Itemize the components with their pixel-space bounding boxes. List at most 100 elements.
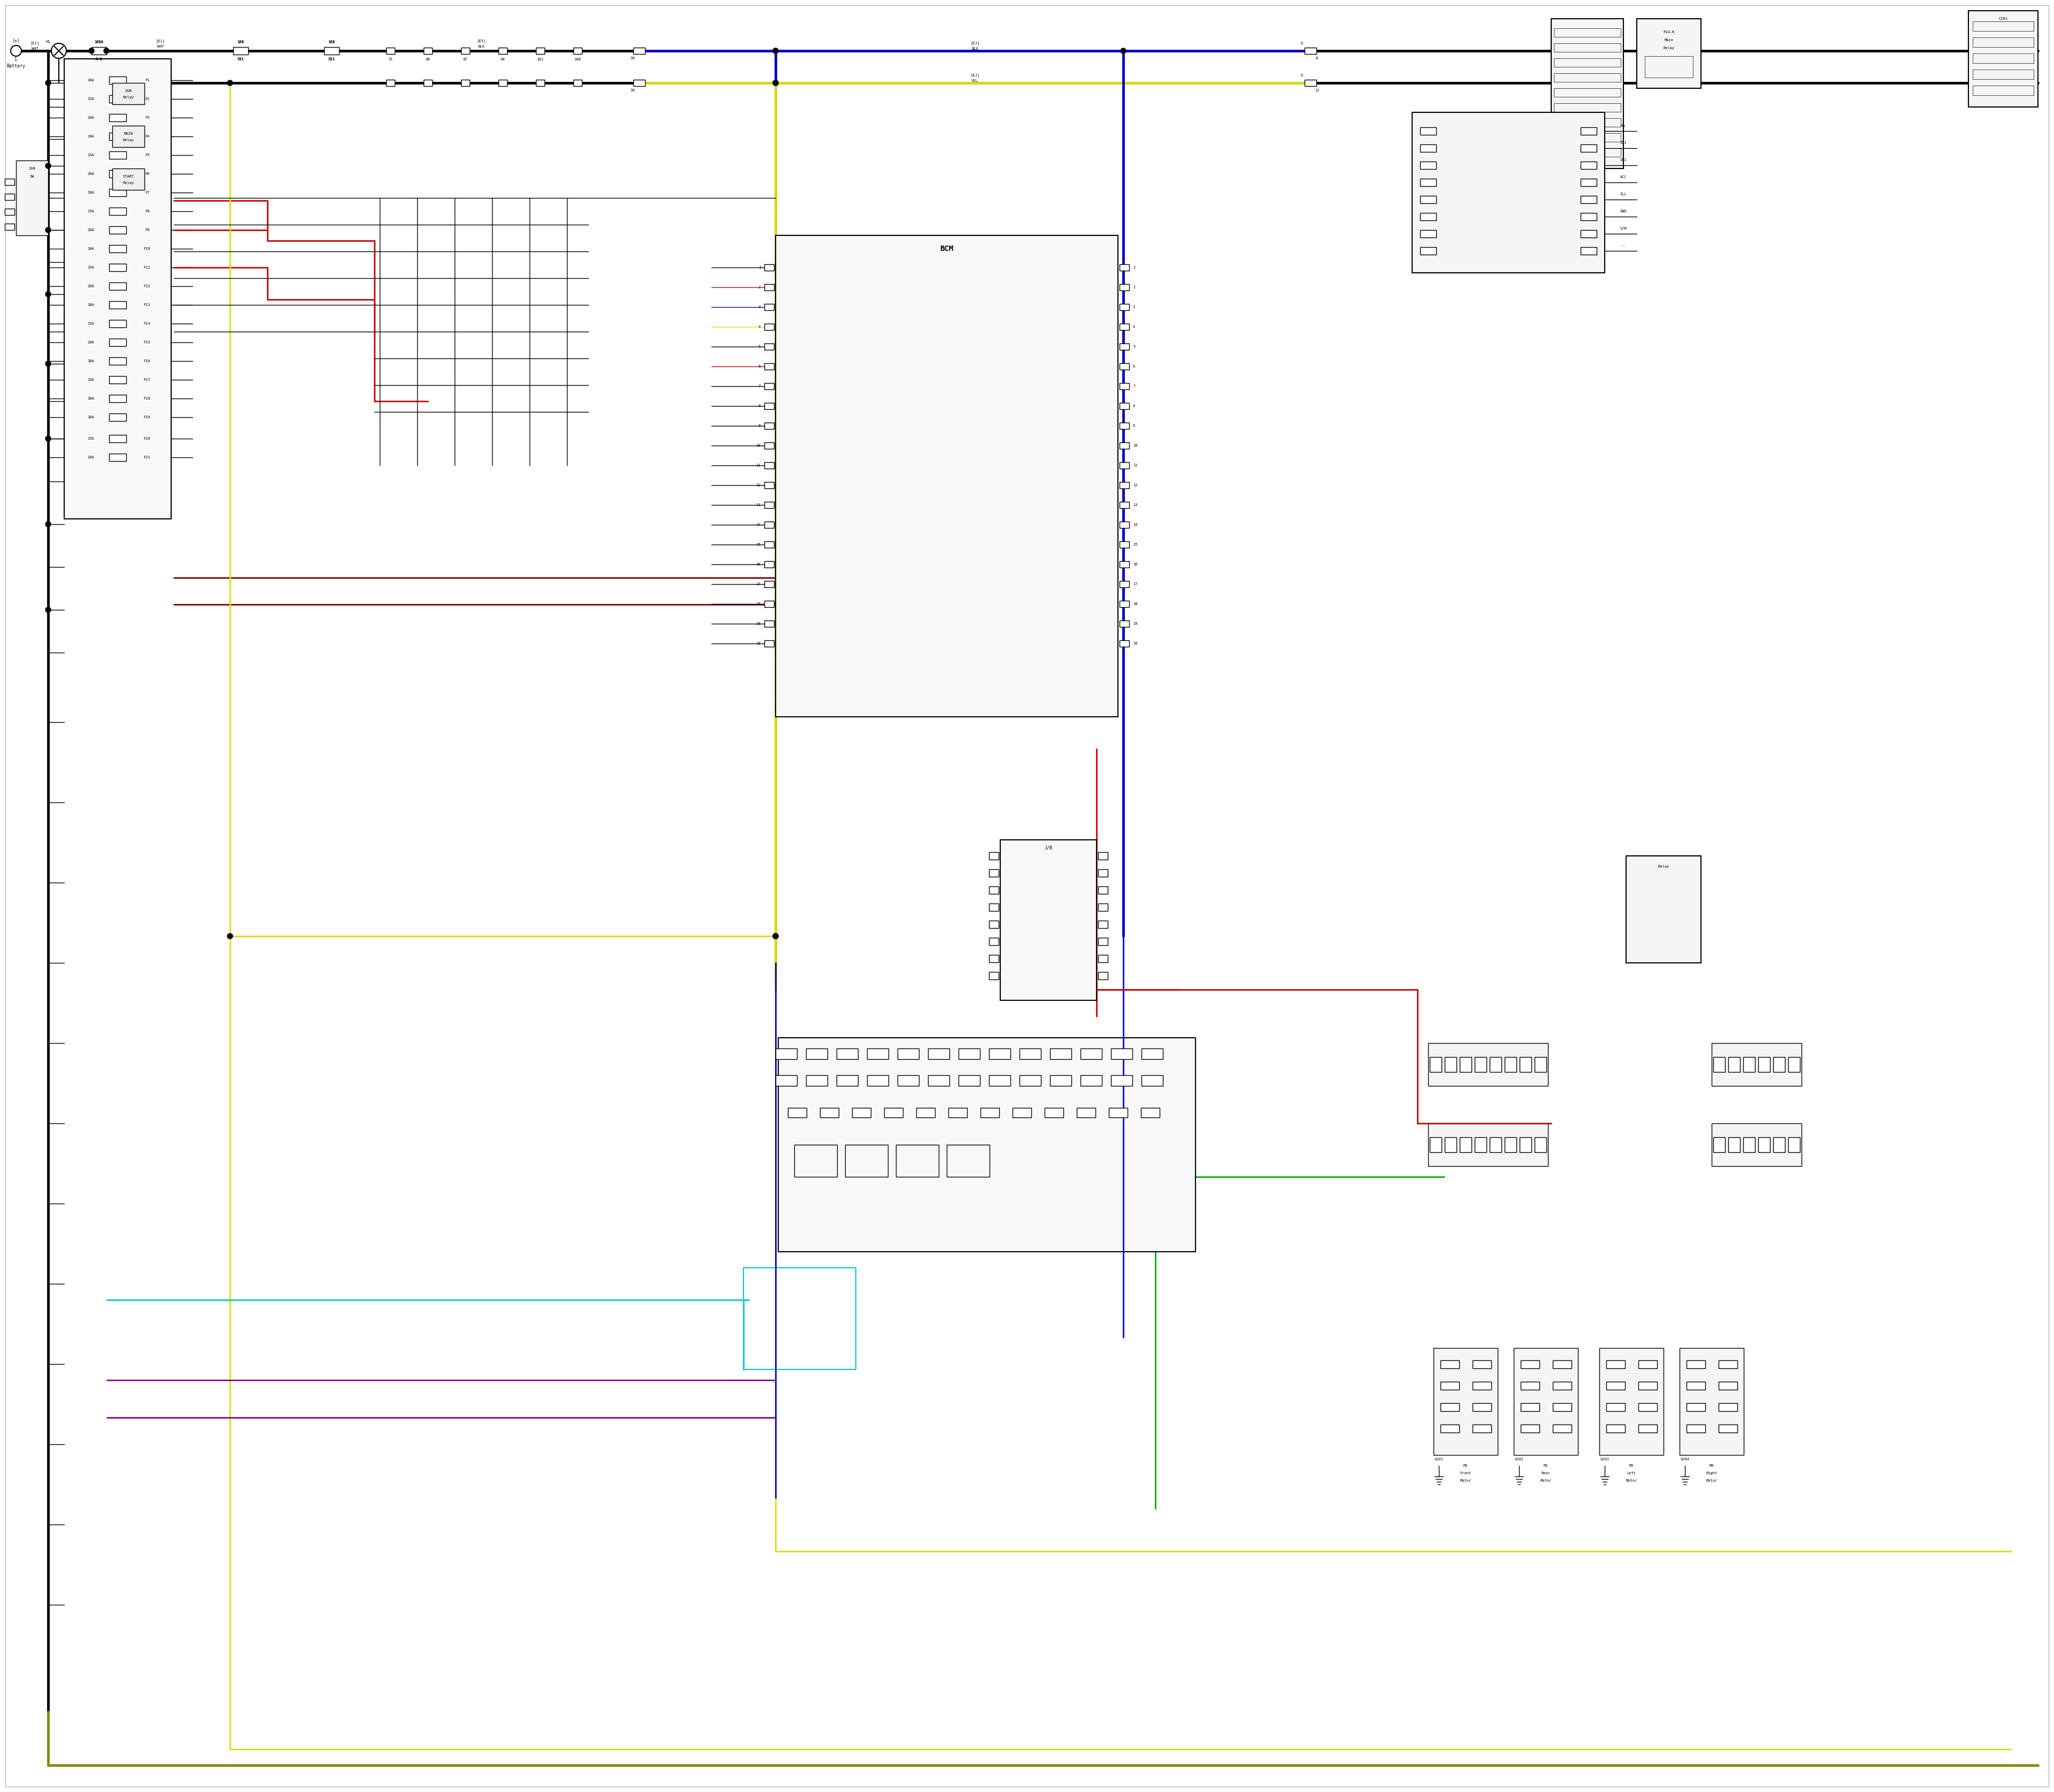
Text: [EJ]: [EJ]	[969, 41, 980, 45]
Bar	[109, 95, 125, 102]
Bar	[1686, 1425, 1705, 1432]
Circle shape	[45, 228, 51, 233]
Bar	[1099, 887, 1107, 894]
Circle shape	[772, 81, 778, 86]
Bar	[1789, 1138, 1799, 1152]
Text: 9: 9	[1134, 425, 1136, 428]
Bar	[1639, 1403, 1658, 1410]
Text: 11: 11	[756, 464, 760, 468]
Text: Motor: Motor	[1707, 1478, 1717, 1482]
Text: 12: 12	[1315, 90, 1319, 91]
Text: IGN: IGN	[29, 167, 35, 170]
Text: 10A: 10A	[88, 303, 94, 306]
Bar	[1419, 229, 1436, 238]
Bar	[1606, 1382, 1625, 1389]
Text: 11: 11	[1134, 464, 1138, 468]
Bar	[1119, 541, 1130, 548]
Bar	[744, 1267, 857, 1369]
Text: IGN: IGN	[125, 90, 131, 93]
Text: 2: 2	[758, 285, 760, 289]
Bar	[795, 1145, 838, 1177]
Bar	[867, 1048, 889, 1059]
Bar	[764, 482, 774, 489]
Bar	[1000, 840, 1097, 1000]
Text: F16: F16	[144, 360, 150, 362]
Text: 15A: 15A	[88, 323, 94, 324]
Bar	[113, 82, 144, 104]
Text: 10: 10	[1134, 444, 1138, 448]
Bar	[1520, 1425, 1538, 1432]
Text: X31: X31	[238, 57, 244, 61]
Bar	[928, 1048, 949, 1059]
Bar	[764, 364, 774, 369]
Bar	[1473, 1403, 1491, 1410]
Circle shape	[772, 934, 778, 939]
Text: 20: 20	[1134, 642, 1138, 645]
Text: M1: M1	[1462, 1464, 1469, 1468]
Bar	[1050, 1075, 1072, 1086]
Bar	[1506, 1057, 1516, 1072]
Circle shape	[45, 81, 51, 86]
Bar	[1789, 1057, 1799, 1072]
Circle shape	[10, 45, 21, 56]
Text: F12: F12	[144, 285, 150, 289]
Text: A-6: A-6	[97, 57, 103, 61]
Bar	[1711, 1124, 1801, 1167]
Text: 18: 18	[1134, 602, 1138, 606]
Text: 15A: 15A	[88, 265, 94, 269]
Text: 13: 13	[1134, 504, 1138, 507]
Text: 5: 5	[758, 346, 760, 348]
Bar	[1460, 1057, 1471, 1072]
Bar	[234, 47, 249, 54]
Bar	[1419, 145, 1436, 152]
Bar	[764, 263, 774, 271]
Circle shape	[45, 292, 51, 297]
Bar	[776, 235, 1117, 717]
Text: 19: 19	[1134, 622, 1138, 625]
Bar	[805, 1048, 828, 1059]
Text: --: --	[1621, 244, 1625, 247]
Text: F1: F1	[146, 79, 150, 82]
Text: F13: F13	[144, 303, 150, 306]
Bar	[764, 462, 774, 468]
Text: 10A: 10A	[88, 192, 94, 194]
Text: A-6: A-6	[97, 57, 103, 61]
Bar	[1553, 1382, 1571, 1389]
Bar	[764, 581, 774, 588]
Text: M4: M4	[1709, 1464, 1713, 1468]
Text: 7: 7	[758, 385, 760, 387]
Bar	[867, 1075, 889, 1086]
Bar	[764, 620, 774, 627]
Bar	[949, 1107, 967, 1118]
Bar	[1686, 1382, 1705, 1389]
Circle shape	[105, 48, 109, 54]
Bar	[947, 1145, 990, 1177]
Bar	[1555, 133, 1621, 142]
Text: S/W: S/W	[1621, 228, 1627, 229]
Text: 20A: 20A	[88, 340, 94, 344]
Bar	[1304, 79, 1317, 86]
Bar	[1553, 1425, 1571, 1432]
Bar	[109, 263, 125, 271]
Bar	[764, 541, 774, 548]
Bar	[109, 357, 125, 366]
Text: 12: 12	[1134, 484, 1138, 487]
Bar	[883, 1107, 902, 1118]
Bar	[764, 502, 774, 509]
Bar	[1582, 179, 1596, 186]
Text: Motor: Motor	[1460, 1478, 1471, 1482]
Text: 59: 59	[631, 90, 635, 91]
Bar	[1099, 937, 1107, 944]
Bar	[4, 179, 14, 185]
Bar	[573, 79, 581, 86]
Bar	[1460, 1138, 1471, 1152]
Text: 1: 1	[14, 57, 16, 61]
Bar	[1606, 1360, 1625, 1367]
Bar	[1419, 247, 1436, 254]
Text: 10: 10	[756, 444, 760, 448]
Bar	[990, 869, 998, 876]
Text: Main: Main	[1664, 38, 1674, 41]
Text: F3: F3	[146, 116, 150, 120]
Bar	[633, 79, 645, 86]
Text: F2: F2	[146, 97, 150, 100]
